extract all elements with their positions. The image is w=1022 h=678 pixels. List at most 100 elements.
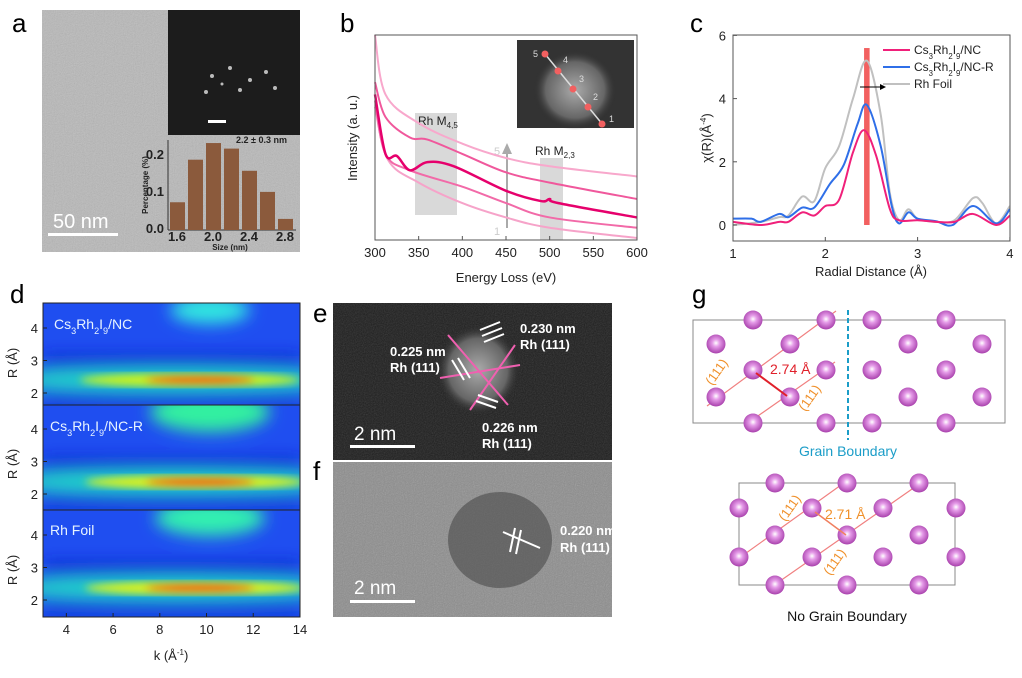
heatmap-label-rh-foil: Rh Foil [50, 522, 94, 538]
y-axis-label: R (Å) [5, 348, 20, 378]
x-tick-label: 4 [1006, 246, 1013, 261]
eels-spectrum-1 [374, 106, 638, 239]
histogram-bar [188, 159, 203, 230]
x-tick-label: 6 [109, 622, 116, 637]
histogram-ylabel: Percentage (%) [141, 156, 150, 214]
plot-frame [732, 34, 1011, 242]
x-tick-label: 1 [729, 246, 736, 261]
histogram-bar [206, 143, 221, 230]
xtick: 2.4 [240, 229, 259, 244]
plane-label: (111) [775, 492, 804, 524]
rh-atom [837, 575, 857, 595]
point-label: 4 [563, 55, 568, 65]
rh-atom [706, 334, 726, 354]
heatmap-label-nc-r: Cs3Rh2I9/NC-R [50, 418, 143, 438]
panel-label-d: d [10, 279, 24, 309]
rh-atom [729, 547, 749, 567]
inset-particles [204, 66, 277, 94]
rh-atom [862, 360, 882, 380]
panel-g-models: 2.74 Å (111) (111) Grain Boundary 2.71 Å… [692, 310, 1006, 624]
xtick: 2.8 [276, 229, 294, 244]
panel-label-g: g [692, 279, 706, 309]
distance-arrow [755, 372, 788, 397]
distance-label: 2.74 Å [770, 361, 811, 377]
panel-label-f: f [313, 456, 321, 486]
y-tick-label: 4 [31, 422, 38, 437]
scale-bar [350, 445, 415, 448]
rh-atom [765, 525, 785, 545]
histogram-bar [278, 218, 293, 230]
xtick: 2.0 [204, 229, 222, 244]
point-label: 2 [593, 92, 598, 102]
y-tick-label: 4 [31, 528, 38, 543]
arrow-label-1: 1 [494, 226, 500, 238]
panel-label-e: e [313, 298, 327, 328]
inset-scale-bar [208, 120, 226, 123]
histogram-bar [260, 191, 275, 230]
x-tick-label: 500 [539, 245, 561, 260]
scale-bar-label: 2 nm [354, 424, 396, 445]
rh-atom [936, 413, 956, 433]
heatmap-label-nc: Cs3Rh2I9/NC [54, 316, 132, 336]
rh-atom [936, 360, 956, 380]
d-spacing-label: 0.230 nm [520, 321, 576, 336]
y-tick-label: 4 [31, 321, 38, 336]
lattice-lines [439, 334, 521, 411]
plane-label: Rh (111) [390, 360, 440, 375]
rh-atom [780, 334, 800, 354]
size-histogram: 2.2 ± 0.3 nm 0.0 0.1 0.2 1.6 2.0 2.4 2.8… [141, 135, 296, 252]
panel-label-b: b [340, 8, 354, 38]
no-grain-boundary-caption: No Grain Boundary [787, 608, 907, 624]
rh-atom [898, 387, 918, 407]
arrow-label-5: 5 [494, 146, 500, 158]
histogram-xlabel: Size (nm) [212, 243, 248, 252]
rh-atom [862, 310, 882, 330]
fringe-markers [502, 527, 541, 555]
region-rh-m45-label: Rh M4,5 [418, 114, 458, 130]
y-axis-label: Intensity (a. u.) [345, 95, 360, 181]
x-tick-label: 600 [626, 245, 648, 260]
x-tick-label: 10 [199, 622, 213, 637]
rh-atom [946, 498, 966, 518]
heatmap-nc-r [43, 405, 300, 510]
plane-label: Rh (111) [560, 540, 610, 555]
panel-f-hrtem: 0.220 nm Rh (111) 2 nm [333, 462, 616, 617]
rh-atom [743, 310, 763, 330]
rh-atom [816, 413, 836, 433]
point-label: 3 [579, 74, 584, 84]
x-tick-label: 550 [582, 245, 604, 260]
x-axis-label: Energy Loss (eV) [456, 270, 556, 285]
histogram-bar [170, 202, 185, 230]
rh-atom [837, 525, 857, 545]
x-tick-label: 400 [451, 245, 473, 260]
haadf-inset [168, 10, 300, 135]
rh-atom [729, 498, 749, 518]
nanoparticle [448, 492, 552, 588]
rdf-curve [733, 103, 1010, 227]
y-axis-label: χ(R)(Å-4) [699, 113, 714, 162]
scale-bar [48, 233, 118, 236]
ytick: 0.1 [146, 184, 164, 199]
y-tick-label: 3 [31, 354, 38, 369]
heatmap-rh-foil [43, 510, 300, 617]
rh-atom [706, 387, 726, 407]
rh-atom [765, 473, 785, 493]
legend-label: Rh Foil [914, 77, 952, 91]
panel-label-c: c [690, 8, 703, 38]
distance-label: 2.71 Å [825, 506, 866, 522]
rh-atom [909, 473, 929, 493]
ytick: 0.2 [146, 147, 164, 162]
trend-arrow-head [502, 143, 512, 154]
eels-spectrum-5 [374, 34, 638, 178]
y-tick-label: 0 [719, 218, 726, 233]
x-tick-label: 14 [293, 622, 307, 637]
d-spacing-label: 0.220 nm [560, 523, 616, 538]
eels-spectrum-3 [373, 94, 638, 219]
y-tick-label: 4 [719, 92, 726, 107]
x-axis-label: Radial Distance (Å) [815, 264, 927, 279]
y-tick-label: 2 [31, 593, 38, 608]
stem-inset: 1 2 3 4 5 [517, 40, 634, 130]
d-spacing-label: 0.225 nm [390, 344, 446, 359]
panel-d-wavelet: Cs3Rh2I9/NC Cs3Rh2I9/NC-R Rh Foil 4 6 8 10 1… [5, 302, 307, 663]
